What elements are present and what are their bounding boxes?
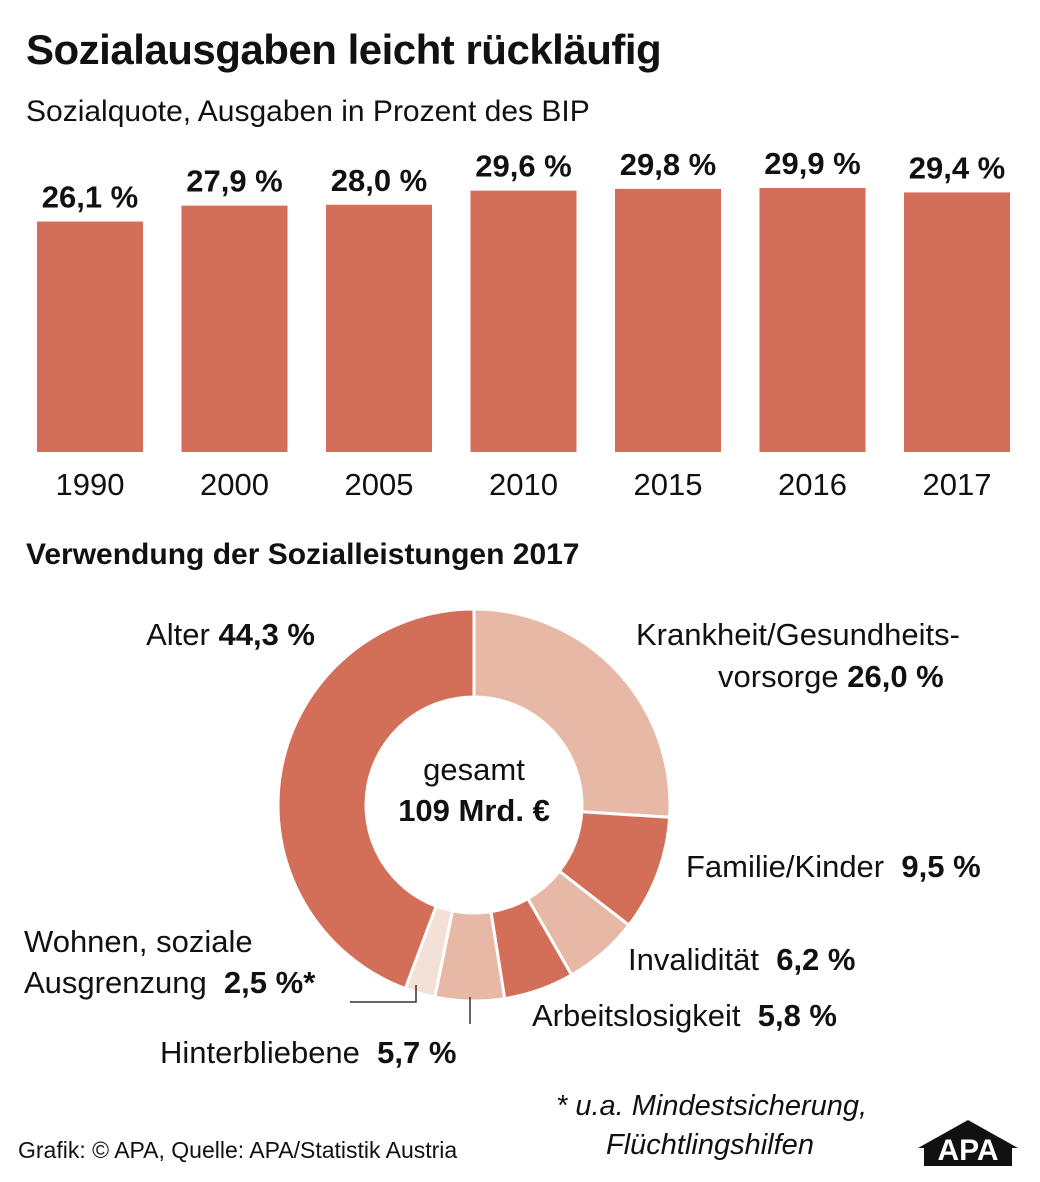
label-arbeitslosigkeit: Arbeitslosigkeit 5,8 % — [532, 996, 837, 1036]
bar-value-label-2010: 29,6 % — [475, 150, 572, 184]
apa-logo-roof — [918, 1120, 1018, 1148]
donut-slice-alter — [276, 607, 476, 991]
x-tick-label-2016: 2016 — [778, 467, 847, 502]
source-credit: Grafik: © APA, Quelle: APA/Statistik Aus… — [18, 1137, 458, 1163]
label-hinterbliebene-name: Hinterbliebene — [160, 1035, 360, 1070]
bar-2017 — [904, 192, 1010, 452]
label-wohnen-name: Ausgrenzung — [24, 965, 207, 1000]
label-familie-value: 9,5 % — [901, 849, 981, 884]
x-tick-label-2000: 2000 — [200, 467, 269, 502]
bar-value-label-2005: 28,0 % — [331, 163, 428, 198]
label-alter: Alter 44,3 % — [146, 615, 315, 655]
apa-logo: APA — [918, 1120, 1018, 1166]
bar-2010 — [470, 190, 577, 452]
bar-value-label-2017: 29,4 % — [909, 150, 1006, 185]
bar-value-label-1990: 26,1 % — [42, 180, 139, 215]
leader-line-wohnen — [350, 985, 417, 1003]
bar-value-label-2000: 27,9 % — [186, 164, 283, 199]
label-krankheit-name: vorsorge — [718, 659, 839, 694]
x-tick-label-2015: 2015 — [634, 467, 703, 502]
label-wohnen-value: 2,5 %* — [223, 965, 316, 1000]
label-wohnen-line1: Wohnen, soziale — [24, 924, 253, 959]
bar-value-label-2016: 29,9 % — [764, 150, 861, 181]
footnote-line2: Flüchtlingshilfen — [606, 1129, 814, 1161]
apa-logo-base — [924, 1148, 1012, 1166]
x-tick-label-2005: 2005 — [345, 467, 414, 502]
label-invaliditaet-value: 6,2 % — [776, 942, 856, 977]
label-krankheit-value: 26,0 % — [847, 659, 944, 694]
bar-2005 — [326, 204, 432, 452]
bar-1990 — [37, 221, 143, 452]
bar-2015 — [615, 188, 721, 452]
label-invaliditaet-name: Invalidität — [628, 942, 759, 977]
label-alter-name: Alter — [146, 617, 210, 652]
bar-chart: 26,1 % 1990 27,9 % 2000 28,0 % 2005 29,6 % 2010… — [37, 150, 1010, 502]
x-tick-label-1990: 1990 — [56, 467, 125, 502]
label-krankheit-line1: Krankheit/Gesundheits- — [636, 617, 960, 652]
donut-title: Verwendung der Sozialleistungen 2017 — [26, 538, 580, 571]
label-familie-name: Familie/Kinder — [686, 849, 885, 884]
x-tick-label-2017: 2017 — [923, 467, 992, 502]
label-krankheit-line2: vorsorge 26,0 % — [718, 657, 944, 697]
footnote-line1: * u.a. Mindestsicherung, — [556, 1090, 868, 1122]
bar-2016 — [759, 187, 866, 452]
donut-center-value: 109 Mrd. € — [398, 793, 550, 828]
bar-2000 — [181, 205, 288, 452]
label-alter-value: 44,3 % — [218, 617, 315, 652]
label-hinterbliebene-value: 5,7 % — [377, 1035, 457, 1070]
bar-value-label-2015: 29,8 % — [620, 150, 717, 182]
label-arbeitslosigkeit-name: Arbeitslosigkeit — [532, 998, 741, 1033]
label-familie: Familie/Kinder 9,5 % — [686, 847, 981, 887]
donut-center-label: gesamt — [423, 752, 525, 787]
apa-logo-text: APA — [937, 1134, 998, 1166]
x-tick-label-2010: 2010 — [489, 467, 558, 502]
label-arbeitslosigkeit-value: 5,8 % — [757, 998, 837, 1033]
label-invaliditaet: Invalidität 6,2 % — [628, 940, 855, 980]
label-hinterbliebene: Hinterbliebene 5,7 % — [160, 1033, 456, 1073]
chart-title: Sozialausgaben leicht rückläufig — [26, 26, 662, 73]
donut-slice-krankheit-gesundheitsvorsorge — [472, 607, 672, 819]
chart-subtitle: Sozialquote, Ausgaben in Prozent des BIP — [26, 95, 590, 128]
label-wohnen-line2: Ausgrenzung 2,5 %* — [24, 963, 315, 1003]
